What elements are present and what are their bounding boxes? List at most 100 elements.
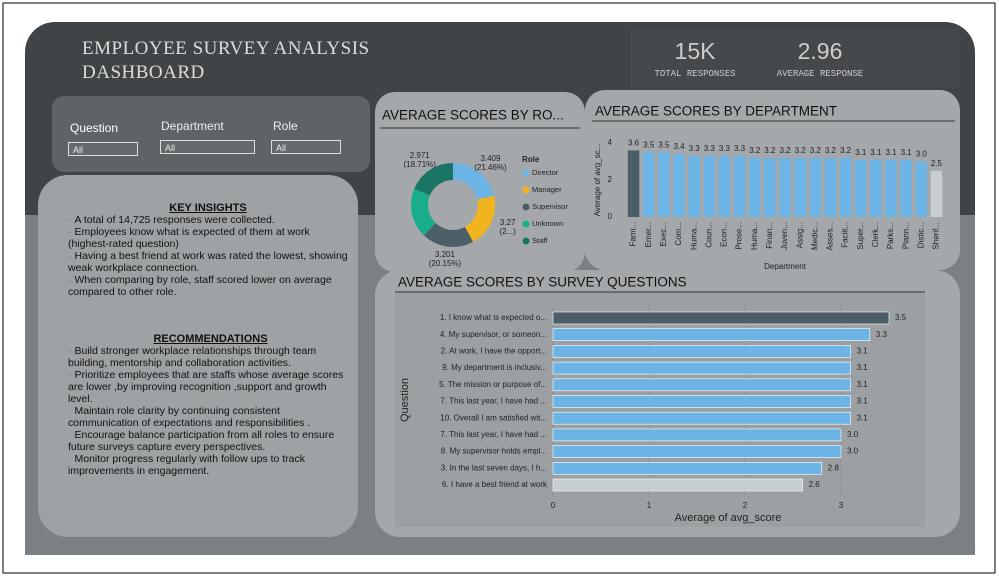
data-label: 3.1 bbox=[870, 148, 882, 157]
data-label: 3.1 bbox=[857, 363, 869, 372]
filter-dropdown[interactable]: All bbox=[68, 142, 138, 156]
data-label: 3.1 bbox=[857, 380, 869, 389]
y-tick-label: 4 bbox=[608, 138, 613, 147]
bar bbox=[794, 157, 806, 217]
insights-title: KEY INSIGHTS bbox=[169, 202, 247, 214]
bar bbox=[552, 311, 890, 325]
y-tick-label: 7. This last year, I have had ... bbox=[440, 430, 547, 439]
kpi-label: AVERAGE RESPONSE bbox=[776, 69, 864, 79]
list-item: A total of 14,725 responses were collect… bbox=[68, 214, 348, 226]
dashboard-title: EMPLOYEE SURVEY ANALYSIS DASHBOARD bbox=[82, 38, 370, 83]
bar bbox=[552, 461, 823, 475]
y-axis-title: Average of avg_sc... bbox=[593, 144, 602, 217]
donut-segment bbox=[453, 163, 494, 200]
bar bbox=[552, 445, 842, 458]
bar bbox=[718, 155, 731, 217]
x-tick-label: Super... bbox=[856, 222, 865, 250]
bar bbox=[839, 157, 852, 217]
y-tick-label: 1. I know what is expected o... bbox=[440, 313, 547, 322]
y-tick-label: 10. Overall I am satisfied wit... bbox=[440, 413, 547, 422]
recommendations-title: RECOMMENDATIONS bbox=[153, 333, 268, 345]
bar bbox=[552, 395, 851, 408]
x-tick-label: Asses... bbox=[826, 222, 835, 250]
x-tick-label: Distic... bbox=[916, 222, 925, 248]
kpi-value: 15K bbox=[674, 38, 716, 64]
x-tick-label: Faciit... bbox=[841, 222, 850, 248]
bar bbox=[779, 157, 791, 217]
filter-dropdown[interactable]: All bbox=[271, 140, 341, 154]
bar bbox=[552, 428, 842, 442]
x-tick-label: Exec... bbox=[659, 222, 668, 246]
bar bbox=[748, 157, 761, 217]
y-tick-label: 3. In the last seven days, I h... bbox=[441, 463, 547, 472]
bar bbox=[552, 345, 851, 358]
insights: KEY INSIGHTS A total of 14,725 responses… bbox=[68, 202, 348, 298]
data-label: 2.6 bbox=[809, 480, 821, 489]
data-label: 3.2 bbox=[795, 146, 807, 155]
y-tick-label: 7. This last year, I have had ... bbox=[440, 397, 547, 406]
recommendations-list: Build stronger workplace relationships t… bbox=[68, 345, 353, 477]
y-tick-label: 5. The mission or purpose of... bbox=[439, 380, 547, 389]
bar bbox=[552, 361, 851, 375]
legend-label: Director bbox=[532, 168, 559, 177]
bar bbox=[552, 328, 871, 342]
x-tick-label: Finan... bbox=[765, 222, 774, 249]
bar bbox=[703, 155, 716, 217]
list-item: Monitor progress regularly with follow u… bbox=[68, 453, 353, 477]
list-item: Employees know what is expected of them … bbox=[68, 226, 348, 250]
recommendations: RECOMMENDATIONS Build stronger workplace… bbox=[68, 333, 353, 477]
bar bbox=[552, 378, 851, 392]
list-item: Build stronger workplace relationships t… bbox=[68, 345, 353, 369]
bar bbox=[915, 161, 928, 217]
data-label: 3.2 bbox=[840, 146, 852, 155]
chart-title: AVERAGE SCORES BY RO... bbox=[382, 108, 564, 123]
bar bbox=[930, 170, 943, 217]
data-label: 3.5 bbox=[895, 313, 907, 322]
x-tick-label: Juven... bbox=[780, 222, 789, 250]
bar bbox=[552, 478, 803, 492]
legend-swatch bbox=[522, 186, 530, 194]
x-tick-label: 3 bbox=[839, 501, 844, 510]
data-label: 3.3 bbox=[876, 330, 888, 339]
y-tick-label: 6. I have a best friend at work bbox=[442, 480, 548, 489]
x-tick-label: Emer... bbox=[644, 222, 653, 247]
bar bbox=[673, 154, 685, 217]
x-tick-label: Sherif... bbox=[932, 222, 941, 250]
donut-segment bbox=[414, 163, 453, 196]
bar bbox=[900, 159, 912, 217]
x-tick-label: Parks... bbox=[886, 222, 895, 249]
y-tick-label: 2 bbox=[608, 175, 613, 184]
data-label: 3.1 bbox=[857, 397, 869, 406]
list-item: Having a best friend at work was rated t… bbox=[68, 250, 348, 274]
x-tick-label: Medic... bbox=[810, 222, 819, 250]
insights-list: A total of 14,725 responses were collect… bbox=[68, 214, 348, 298]
bar bbox=[733, 155, 746, 217]
filter-label: Department bbox=[161, 119, 224, 133]
y-tick-label: 8. My supervisor holds empl... bbox=[441, 447, 547, 456]
legend-swatch bbox=[522, 237, 530, 245]
data-label: 3.1 bbox=[885, 148, 897, 157]
data-label: 3.2 bbox=[779, 146, 791, 155]
donut-segment bbox=[411, 188, 436, 236]
x-tick-label: 0 bbox=[551, 501, 556, 510]
x-tick-label: Com... bbox=[674, 222, 683, 246]
legend-label: Supervisor bbox=[532, 202, 568, 211]
data-label: 2.5 bbox=[931, 159, 943, 168]
bar bbox=[870, 159, 882, 217]
list-item: Encourage balance participation from all… bbox=[68, 429, 353, 453]
x-tick-label: Clerk... bbox=[871, 222, 880, 247]
data-label: 3.3 bbox=[734, 144, 746, 153]
data-label: 3.1 bbox=[901, 148, 913, 157]
data-label: 2.971 (18.71%) bbox=[403, 151, 436, 170]
kpi-value: 2.96 bbox=[797, 38, 843, 64]
data-label: 3.2 bbox=[764, 146, 776, 155]
legend-swatch bbox=[522, 169, 530, 177]
legend-label: Staff bbox=[532, 236, 548, 245]
bar bbox=[627, 150, 640, 217]
bar bbox=[854, 159, 867, 217]
data-label: 3.1 bbox=[857, 413, 869, 422]
filter-dropdown[interactable]: All bbox=[160, 140, 255, 154]
x-tick-label: Coun... bbox=[704, 222, 713, 248]
data-label: 3.201 (20.15%) bbox=[428, 249, 462, 268]
